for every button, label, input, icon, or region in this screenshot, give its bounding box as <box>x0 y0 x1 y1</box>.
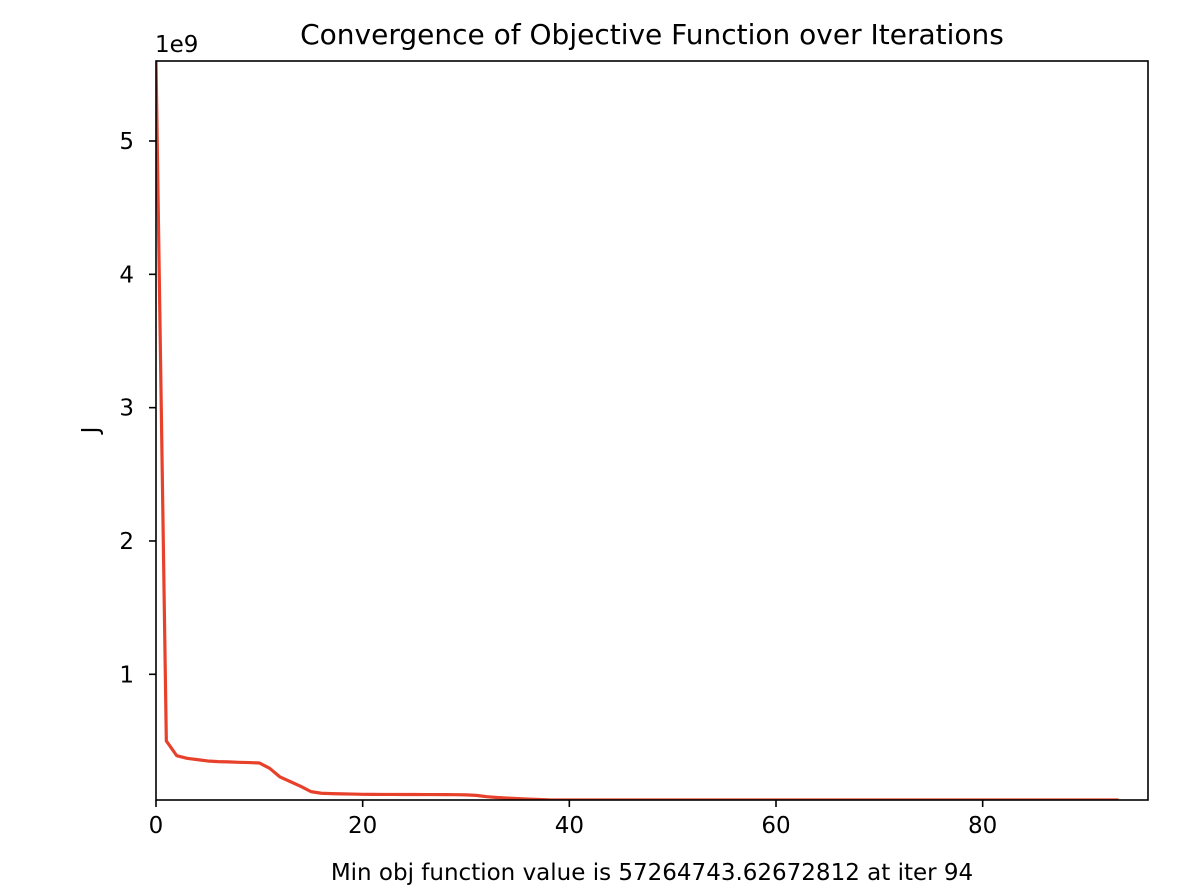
y-tick-label: 1 <box>119 662 134 688</box>
x-tick-label: 60 <box>761 813 790 839</box>
plot-area: 0 20 40 60 80 1 2 3 4 5 <box>119 60 1149 839</box>
y-tick-label: 2 <box>119 529 134 555</box>
chart-title: Convergence of Objective Function over I… <box>300 18 1004 51</box>
y-axis-offset-label: 1e9 <box>155 32 198 58</box>
plot-frame <box>155 60 1149 801</box>
x-tick-label: 20 <box>348 813 377 839</box>
y-tick-label: 5 <box>119 129 134 155</box>
y-axis-title: J <box>78 427 104 436</box>
x-axis-title: Min obj function value is 57264743.62672… <box>331 860 973 886</box>
x-tick-label: 80 <box>968 813 997 839</box>
series-line-0 <box>156 61 1119 800</box>
x-tick-label: 40 <box>555 813 584 839</box>
x-tick-label: 0 <box>149 813 164 839</box>
y-tick-label: 4 <box>119 262 134 288</box>
y-tick-label: 3 <box>119 396 134 422</box>
